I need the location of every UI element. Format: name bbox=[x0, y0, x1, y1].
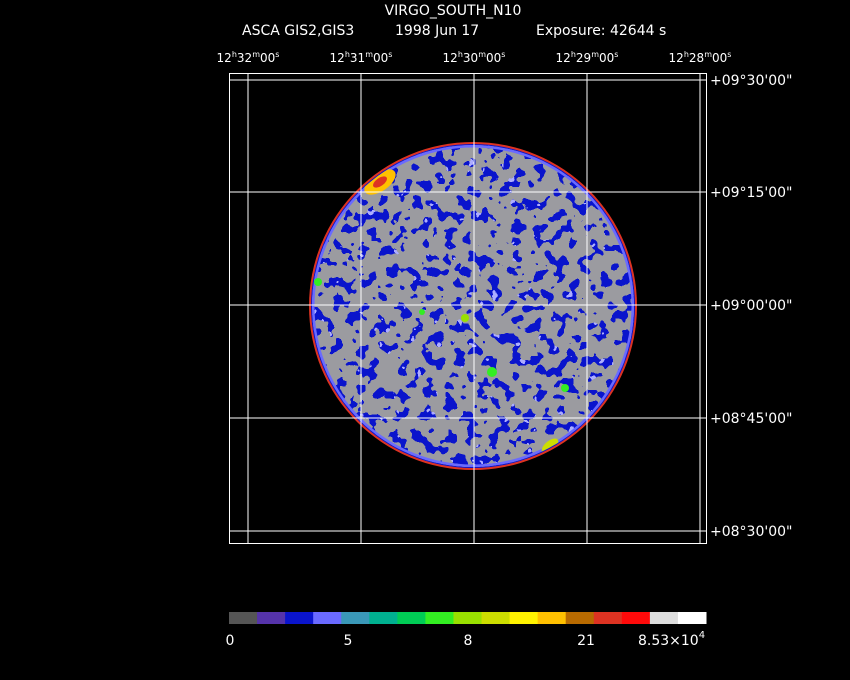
colorbar-swatch bbox=[621, 612, 651, 624]
ra-value: 28 bbox=[689, 51, 704, 65]
colorbar-label: 0 bbox=[226, 633, 235, 649]
coordinate-grid bbox=[229, 73, 707, 544]
ra-value: 12 bbox=[669, 51, 684, 65]
dec-label: +08°45'00" bbox=[710, 411, 792, 427]
colorbar-max-label: 8.53×104 bbox=[638, 630, 705, 649]
colorbar-swatch bbox=[453, 612, 483, 624]
colorbar-swatch bbox=[677, 612, 707, 624]
colorbar-label: 8 bbox=[464, 633, 473, 649]
colorbar-swatch bbox=[565, 612, 595, 624]
colorbar-swatch bbox=[257, 612, 286, 624]
colorbar-label: 5 bbox=[344, 633, 353, 649]
title: VIRGO_SOUTH_N10 bbox=[385, 3, 522, 19]
colorbar-swatch bbox=[397, 612, 426, 624]
ra-unit: m bbox=[365, 50, 373, 59]
ra-label: 12h31m00s bbox=[330, 50, 393, 65]
ra-value: 31 bbox=[350, 51, 365, 65]
colorbar-swatch bbox=[481, 612, 511, 624]
colorbar-swatch bbox=[313, 612, 342, 624]
colorbar-swatch bbox=[509, 612, 539, 624]
colorbar-swatch bbox=[425, 612, 454, 624]
ra-unit: s bbox=[501, 50, 505, 59]
colorbar-swatch bbox=[285, 612, 314, 624]
ra-unit: m bbox=[591, 50, 599, 59]
ra-unit: s bbox=[388, 50, 392, 59]
colorbar-swatch bbox=[369, 612, 398, 624]
exposure: Exposure: 42644 s bbox=[536, 23, 666, 39]
mantissa: 8.53×10 bbox=[638, 633, 699, 649]
ra-label: 12h30m00s bbox=[443, 50, 506, 65]
exponent: 4 bbox=[699, 630, 705, 641]
colorbar-swatch bbox=[229, 612, 258, 624]
ra-value: 00 bbox=[712, 51, 727, 65]
ra-value: 00 bbox=[260, 51, 275, 65]
colorbar-swatch bbox=[649, 612, 679, 624]
ra-unit: s bbox=[727, 50, 731, 59]
ra-unit: h bbox=[571, 50, 576, 59]
colorbar-swatch bbox=[593, 612, 623, 624]
ra-unit: h bbox=[458, 50, 463, 59]
dec-label: +09°30'00" bbox=[710, 73, 792, 89]
ra-unit: s bbox=[275, 50, 279, 59]
ra-unit: m bbox=[478, 50, 486, 59]
ra-label: 12h29m00s bbox=[556, 50, 619, 65]
instrument: ASCA GIS2,GIS3 bbox=[242, 23, 354, 39]
ra-label: 12h32m00s bbox=[217, 50, 280, 65]
colorbar-swatch bbox=[537, 612, 567, 624]
date: 1998 Jun 17 bbox=[395, 23, 479, 39]
ra-value: 29 bbox=[576, 51, 591, 65]
dec-label: +09°00'00" bbox=[710, 298, 792, 314]
colorbar-swatch bbox=[341, 612, 370, 624]
ra-value: 00 bbox=[373, 51, 388, 65]
ra-unit: m bbox=[252, 50, 260, 59]
ra-value: 00 bbox=[599, 51, 614, 65]
ra-value: 00 bbox=[486, 51, 501, 65]
ra-unit: h bbox=[232, 50, 237, 59]
dec-label: +08°30'00" bbox=[710, 524, 792, 540]
ra-value: 32 bbox=[237, 51, 252, 65]
ra-value: 12 bbox=[443, 51, 458, 65]
ra-value: 12 bbox=[330, 51, 345, 65]
ra-unit: s bbox=[614, 50, 618, 59]
x-ray-image bbox=[309, 142, 637, 470]
ra-label: 12h28m00s bbox=[669, 50, 732, 65]
dec-label: +09°15'00" bbox=[710, 185, 792, 201]
ra-value: 12 bbox=[556, 51, 571, 65]
ra-value: 12 bbox=[217, 51, 232, 65]
ra-unit: h bbox=[345, 50, 350, 59]
colorbar-label: 21 bbox=[577, 633, 595, 649]
ra-unit: h bbox=[684, 50, 689, 59]
ra-unit: m bbox=[704, 50, 712, 59]
frame bbox=[229, 73, 707, 544]
ra-value: 30 bbox=[463, 51, 478, 65]
